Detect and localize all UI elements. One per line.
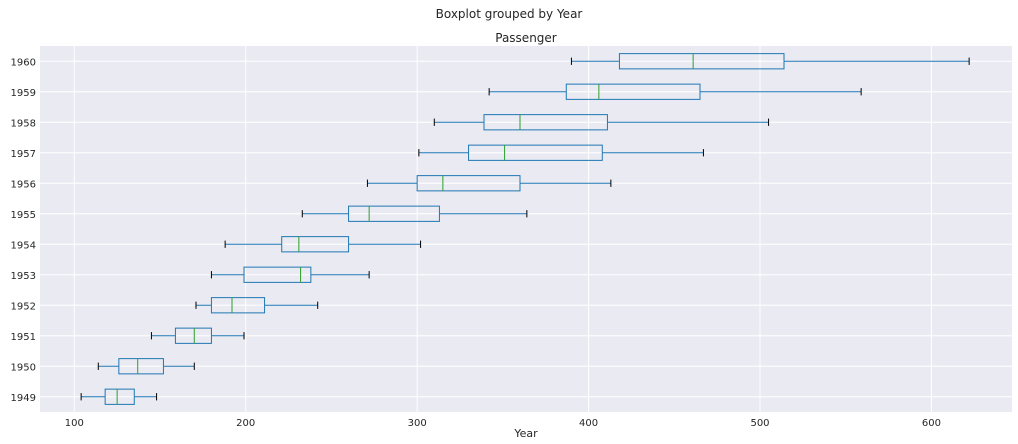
tick-labels: 100 200 300 400 500 600 1949 1950 1951 1952 1953 19… (11, 57, 941, 429)
box-iqr (483, 114, 608, 131)
box-1957 (418, 144, 704, 161)
box-iqr (104, 388, 135, 405)
box-iqr (348, 205, 440, 222)
box-series (80, 53, 970, 405)
y-tick-label: 1949 (11, 393, 36, 404)
box-iqr (118, 358, 164, 375)
figure-suptitle: Boxplot grouped by Year (436, 7, 583, 21)
box-iqr (565, 83, 701, 100)
box-iqr (416, 175, 521, 192)
box-1960 (570, 53, 970, 70)
x-tick-label: 400 (579, 418, 598, 429)
x-tick-label: 200 (236, 418, 255, 429)
box-iqr (281, 236, 350, 253)
box-1958 (433, 114, 770, 131)
x-tick-label: 300 (408, 418, 427, 429)
chart-title: Passenger (495, 31, 557, 45)
y-tick-label: 1957 (11, 149, 36, 160)
y-tick-label: 1955 (11, 210, 36, 221)
y-tick-label: 1952 (11, 301, 36, 312)
box-1955 (301, 205, 528, 222)
y-tick-label: 1959 (11, 88, 36, 99)
box-iqr (468, 144, 603, 161)
box-iqr (618, 53, 785, 70)
box-iqr (174, 327, 212, 344)
box-1959 (488, 83, 862, 100)
plot-area (40, 46, 1012, 412)
y-tick-label: 1954 (11, 240, 36, 251)
y-tick-label: 1953 (11, 271, 36, 282)
y-tick-label: 1958 (11, 118, 36, 129)
x-axis-label: Year (513, 427, 538, 440)
box-1951 (150, 327, 245, 344)
box-1949 (80, 388, 158, 405)
box-1952 (195, 297, 319, 314)
box-1950 (97, 358, 195, 375)
box-iqr (243, 266, 312, 283)
y-tick-label: 1950 (11, 362, 36, 373)
y-tick-label: 1951 (11, 332, 36, 343)
box-1953 (210, 266, 370, 283)
x-tick-label: 100 (65, 418, 84, 429)
x-tick-label: 600 (922, 418, 941, 429)
y-tick-label: 1956 (11, 179, 36, 190)
box-iqr (210, 297, 266, 314)
y-tick-label: 1960 (11, 57, 36, 68)
box-1954 (224, 236, 422, 253)
x-tick-label: 500 (750, 418, 769, 429)
box-1956 (366, 175, 612, 192)
